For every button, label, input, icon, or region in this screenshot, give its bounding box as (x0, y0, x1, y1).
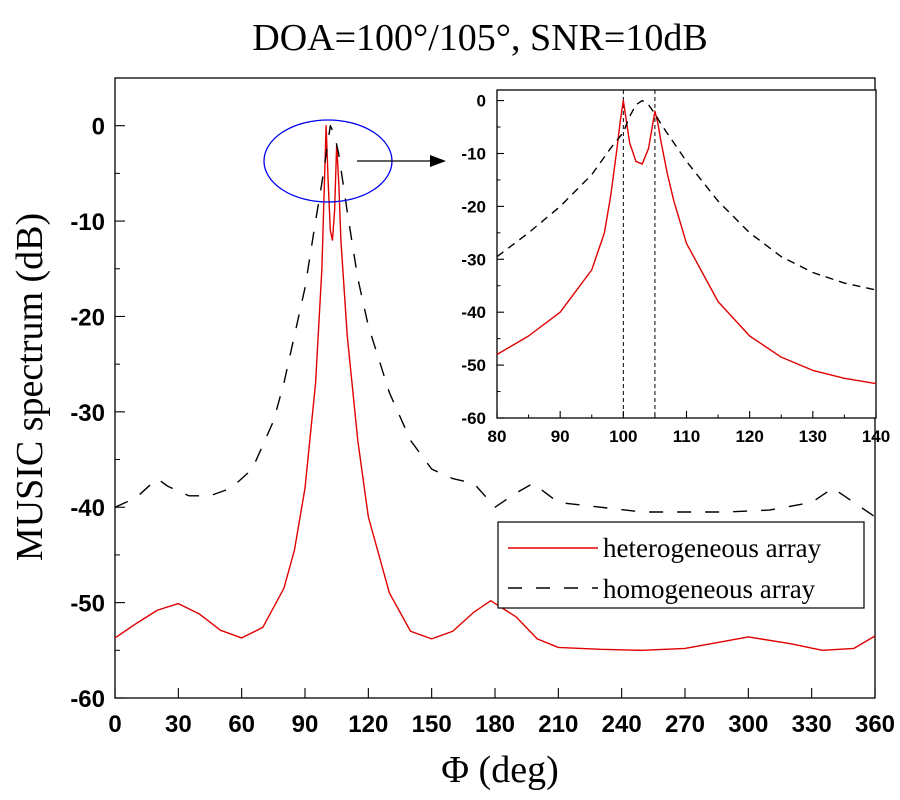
main-y-tick-label: -40 (70, 495, 105, 522)
inset-frame (496, 89, 877, 419)
y-axis-label: MUSIC spectrum (dB) (9, 213, 51, 561)
main-series-homogeneous (114, 124, 876, 518)
zoom-arrow-head (430, 155, 446, 167)
main-ticks: 0 30 60 90 120 150 180 210 240 270 300 330 360 0 -10 -2… (70, 114, 895, 738)
inset-series-homogeneous (496, 99, 877, 291)
inset-series (496, 90, 877, 418)
legend-label-heterogeneous: heterogeneous array (603, 533, 822, 563)
inset-y-tick-label: -20 (461, 197, 486, 216)
inset-x-tick-label: 120 (735, 427, 763, 446)
main-x-tick-label: 0 (108, 711, 121, 738)
inset-x-tick-label: 90 (551, 427, 570, 446)
inset-x-tick-label: 80 (488, 427, 507, 446)
main-x-tick-label: 210 (538, 711, 578, 738)
main-y-tick-label: 0 (92, 114, 105, 141)
x-axis-label: Φ (deg) (441, 749, 558, 791)
main-y-tick-label: -10 (70, 209, 105, 236)
legend-box (497, 521, 865, 609)
legend-label-homogeneous: homogeneous array (603, 574, 816, 604)
main-x-tick-label: 330 (792, 711, 832, 738)
main-x-tick-label: 300 (728, 711, 768, 738)
main-x-tick-label: 270 (665, 711, 705, 738)
inset-y-tick-label: -50 (461, 356, 486, 375)
main-series (114, 124, 876, 652)
inset-plot-area (496, 89, 877, 419)
main-x-tick-label: 150 (412, 711, 452, 738)
inset-x-tick-label: 140 (862, 427, 890, 446)
inset-x-tick-label: 130 (799, 427, 827, 446)
main-y-tick-label: -20 (70, 304, 105, 331)
main-y-tick-label: -60 (70, 686, 105, 713)
inset-x-tick-label: 100 (609, 427, 637, 446)
main-x-tick-label: 120 (348, 711, 388, 738)
inset-y-tick-label: -30 (461, 250, 486, 269)
inset-ticks: 80 90 100 110 120 130 140 0 -10 -20 -30 -40 -50 -60 (461, 92, 890, 446)
main-series-heterogeneous (114, 124, 876, 652)
main-x-tick-label: 90 (292, 711, 319, 738)
inset-y-tick-label: -40 (461, 303, 486, 322)
main-x-tick-label: 360 (855, 711, 895, 738)
inset-y-tick-label: -60 (461, 409, 486, 428)
main-x-tick-label: 180 (475, 711, 515, 738)
main-x-tick-label: 60 (228, 711, 255, 738)
inset-x-tick-label: 110 (673, 427, 700, 446)
chart-title: DOA=100°/105°, SNR=10dB (252, 17, 707, 59)
main-x-tick-label: 240 (602, 711, 642, 738)
main-x-tick-label: 30 (165, 711, 192, 738)
inset-y-tick-label: 0 (477, 92, 486, 111)
main-y-tick-label: -30 (70, 400, 105, 427)
legend: heterogeneous array homogeneous array (497, 521, 865, 609)
inset-y-tick-label: -10 (461, 144, 486, 163)
main-y-tick-label: -50 (70, 591, 105, 618)
inset-series-heterogeneous (496, 99, 877, 385)
